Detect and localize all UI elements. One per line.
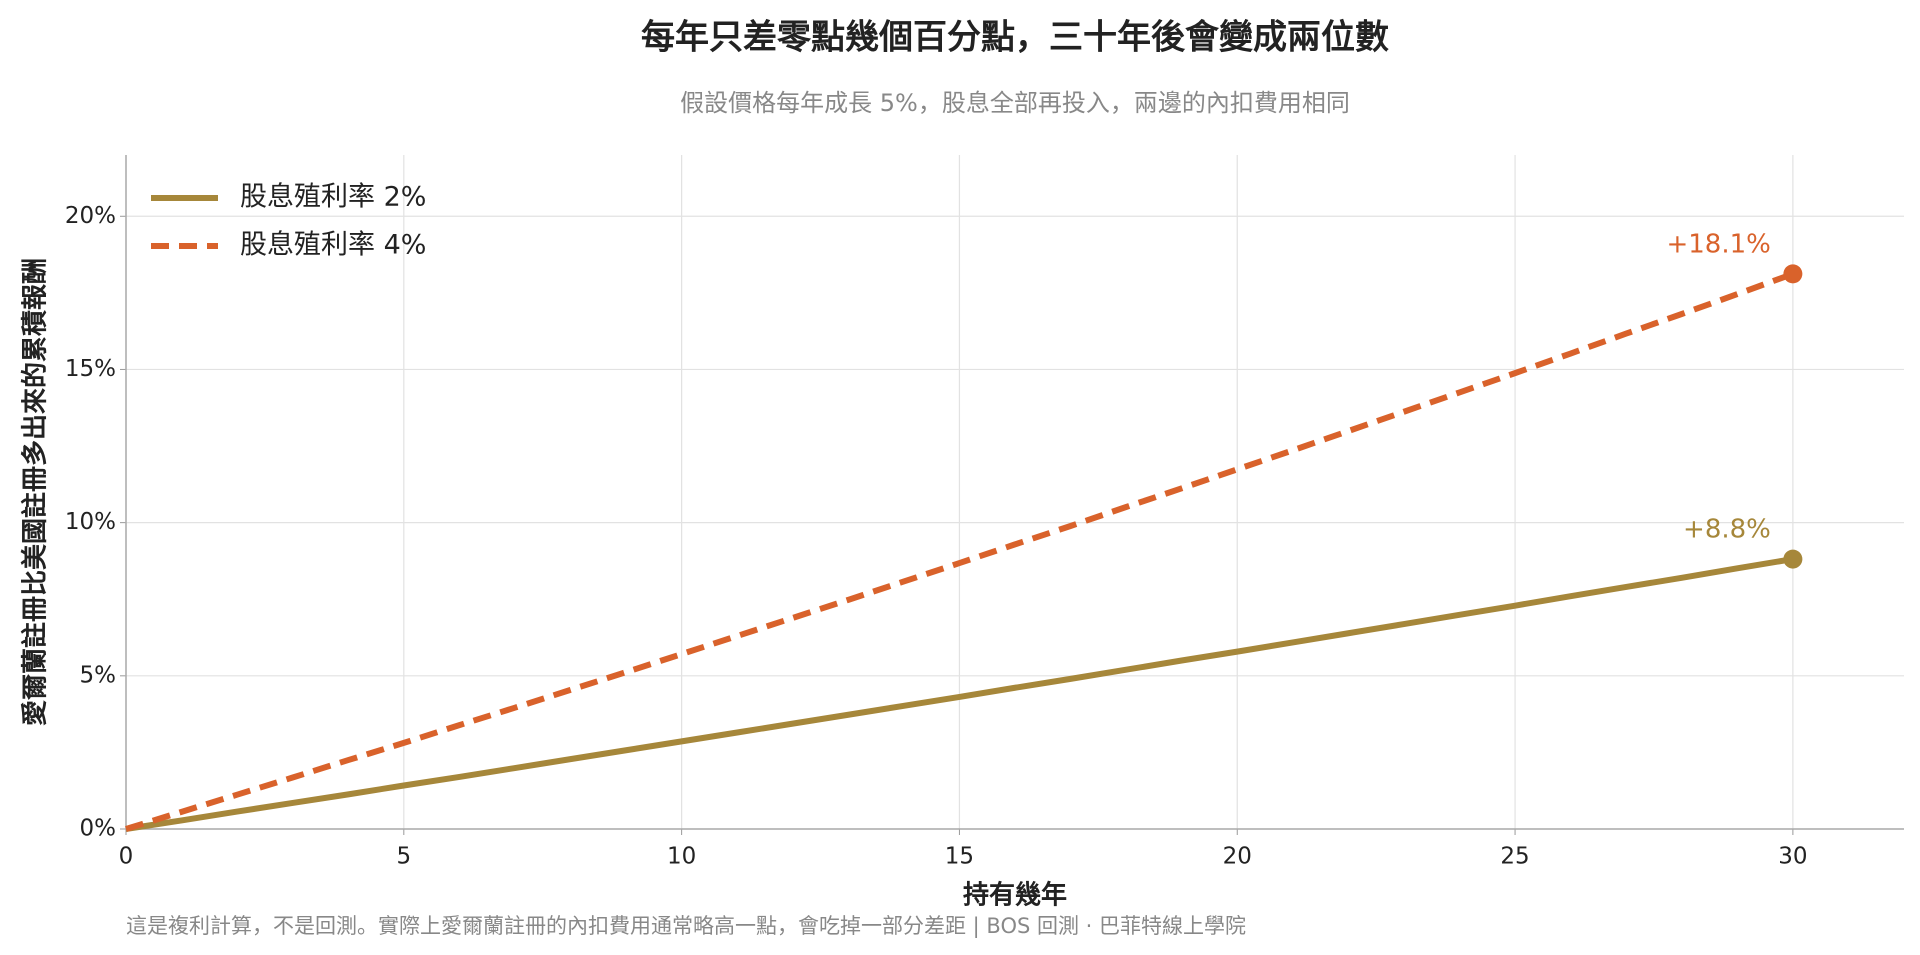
series-line	[125, 271, 1794, 832]
chart-title: 每年只差零點幾個百分點，三十年後會變成兩位數	[641, 18, 1389, 58]
legend-label: 股息殖利率 4%	[240, 230, 426, 261]
y-tick-label: 5%	[80, 662, 117, 688]
y-tick-label: 0%	[80, 816, 117, 842]
x-axis-label: 持有幾年	[963, 880, 1067, 911]
series-line	[125, 556, 1794, 832]
end-point	[1783, 549, 1803, 569]
x-tick-label: 5	[396, 844, 411, 870]
x-tick-label: 15	[945, 844, 974, 870]
y-tick-label: 15%	[65, 356, 116, 382]
legend-label: 股息殖利率 2%	[240, 182, 426, 213]
end-point	[1783, 264, 1803, 284]
end-label: +8.8%	[1683, 515, 1771, 545]
y-tick-label: 20%	[65, 203, 116, 229]
chart-subtitle: 假設價格每年成長 5%，股息全部再投入，兩邊的內扣費用相同	[680, 89, 1350, 117]
y-axis-label: 愛爾蘭註冊比美國註冊多出來的累積報酬	[20, 258, 51, 726]
x-tick-label: 20	[1223, 844, 1252, 870]
x-tick-label: 30	[1778, 844, 1807, 870]
x-tick-label: 10	[667, 844, 696, 870]
x-tick-label: 0	[119, 844, 134, 870]
footer: 這是複利計算，不是回測。實際上愛爾蘭註冊的內扣費用通常略高一點，會吃掉一部分差距…	[126, 914, 1246, 939]
end-label: +18.1%	[1666, 229, 1770, 259]
x-tick-label: 25	[1500, 844, 1529, 870]
y-tick-label: 10%	[65, 509, 116, 535]
